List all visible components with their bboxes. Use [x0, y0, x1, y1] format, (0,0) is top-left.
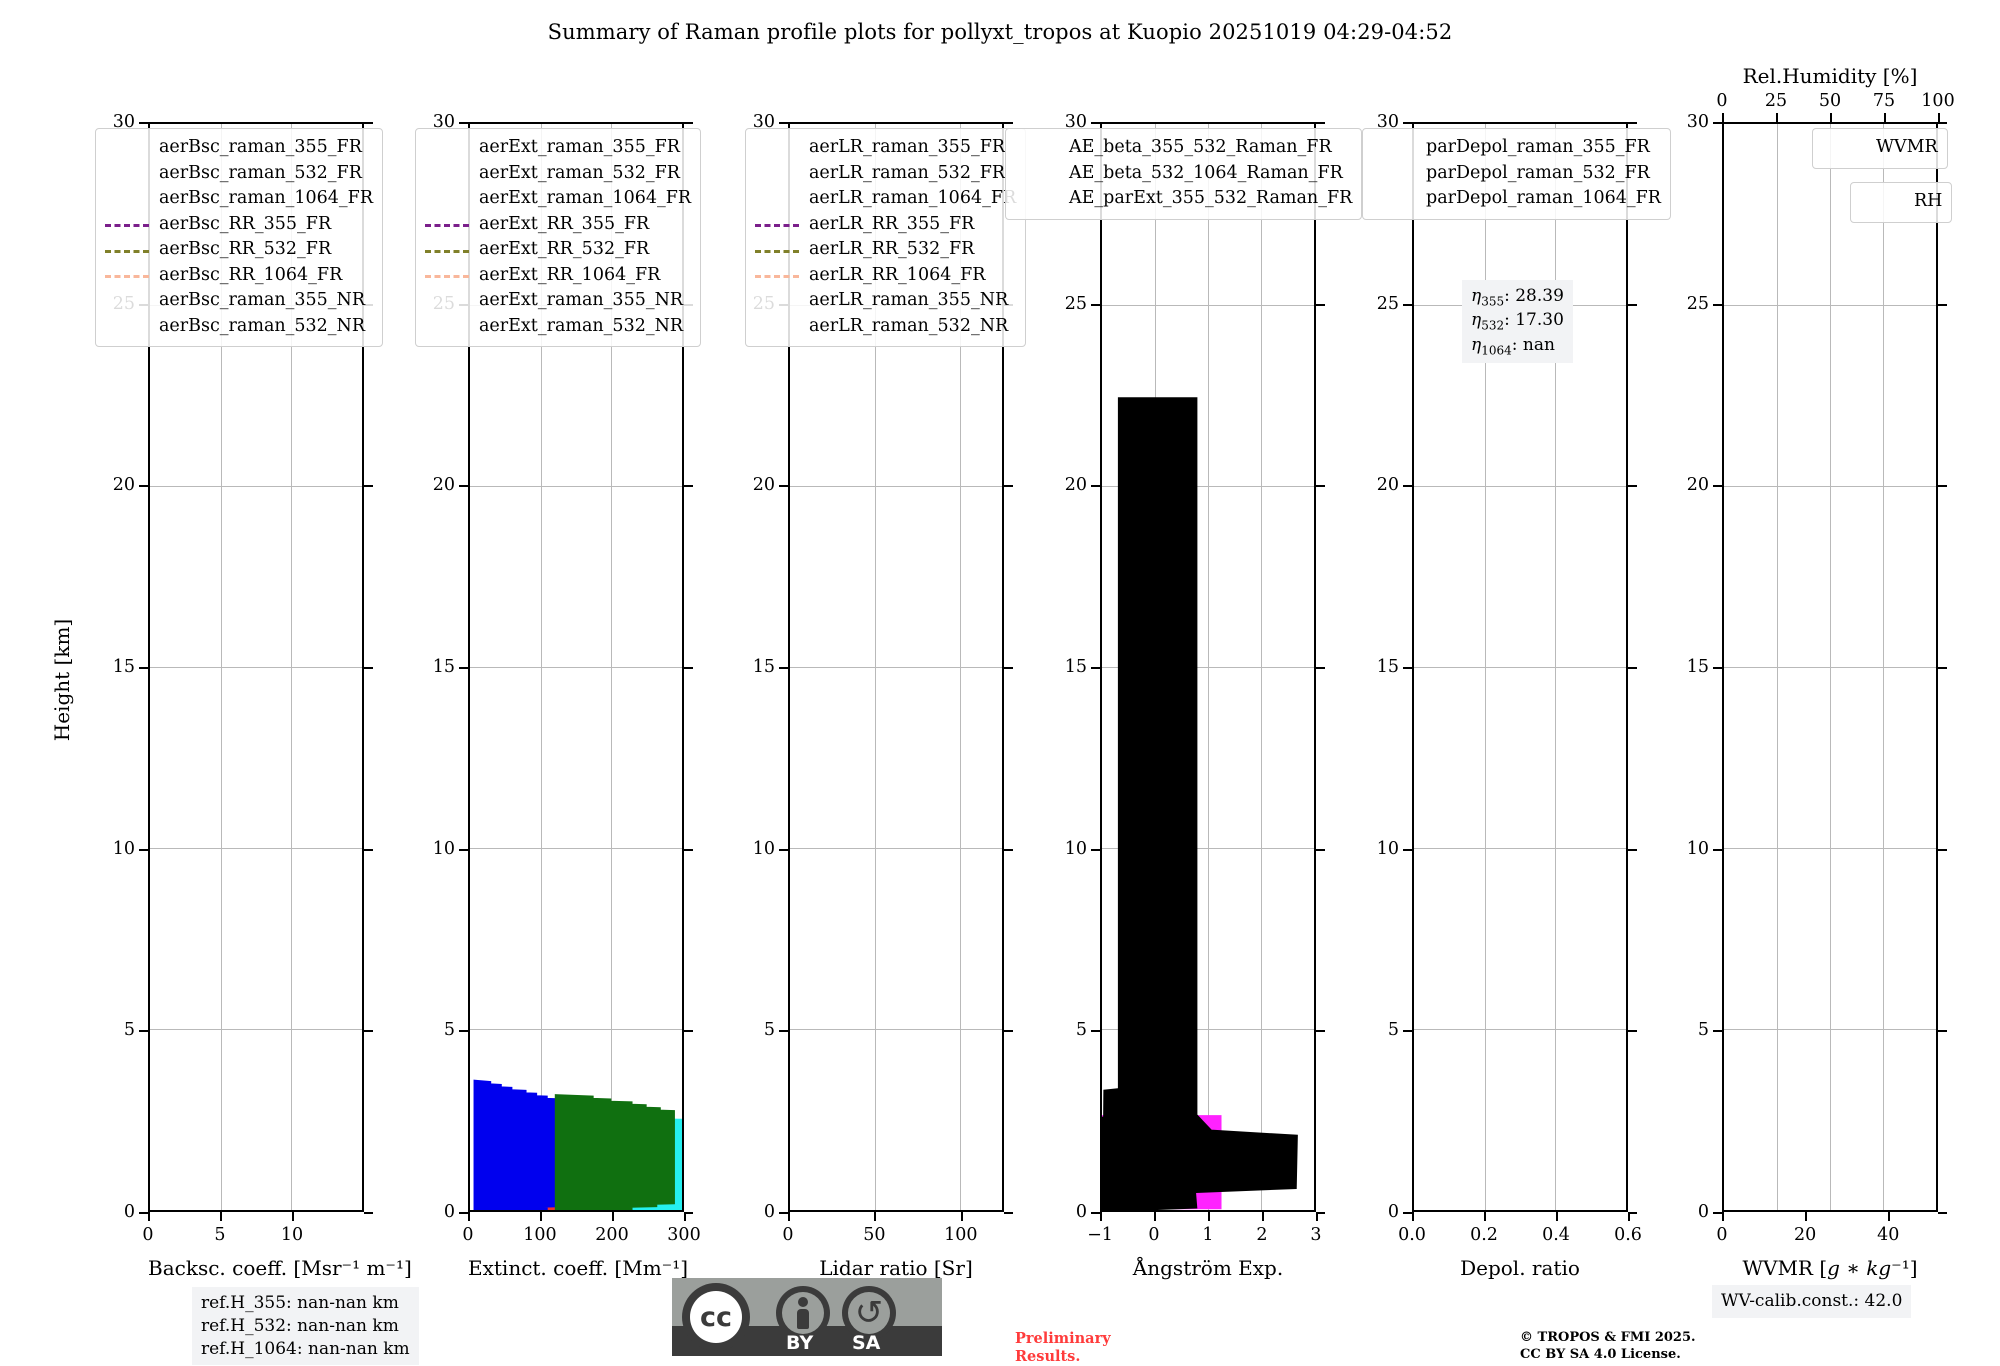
- panel-angstrom: 0 5 10 15 20 25 30 −1 0 1 2 3 Ångström: [1065, 112, 1325, 1280]
- wv-calib-text: WV-calib.const.: 42.0: [1721, 1291, 1903, 1311]
- legend-item[interactable]: aerLR_raman_355_FR: [809, 137, 1006, 157]
- legend-item[interactable]: aerExt_RR_355_FR: [425, 212, 691, 238]
- legend-item[interactable]: aerExt_raman_532_FR: [479, 162, 680, 183]
- x-axis-label-backscatter: Backsc. coeff. [Msr⁻¹ m⁻¹]: [148, 1256, 412, 1280]
- x-axis-label-angstrom: Ångström Exp.: [1132, 1256, 1284, 1280]
- extinction-series-plot: [473, 1079, 682, 1210]
- legend-item[interactable]: aerExt_raman_355_FR: [479, 137, 680, 157]
- plot-area-angstrom: [1100, 122, 1316, 1212]
- legend-item[interactable]: aerLR_raman_1064_FR: [809, 188, 1017, 208]
- ref-h-355: ref.H_355: nan-nan km: [201, 1293, 399, 1313]
- legend-item[interactable]: aerBsc_raman_532_NR: [159, 315, 366, 336]
- ref-h-1064: ref.H_1064: nan-nan km: [201, 1338, 410, 1359]
- x-axis-label-extinction: Extinct. coeff. [Mm⁻¹]: [468, 1256, 689, 1280]
- legend-item[interactable]: aerLR_RR_532_FR: [755, 237, 1016, 263]
- reference-height-box: ref.H_355: nan-nan km ref.H_532: nan-nan…: [192, 1287, 419, 1366]
- legend-item[interactable]: aerBsc_RR_1064_FR: [105, 263, 373, 289]
- legend-item[interactable]: parDepol_raman_355_FR: [1426, 137, 1650, 157]
- eta-1064-row: η1064: nan: [1471, 334, 1555, 358]
- preliminary-line-2: Results.: [1015, 1348, 1081, 1366]
- legend-item[interactable]: aerExt_RR_532_FR: [425, 237, 691, 263]
- legend-item[interactable]: aerLR_raman_532_FR: [809, 162, 1006, 183]
- legend-item[interactable]: aerExt_RR_1064_FR: [425, 263, 691, 289]
- cc-logo-text: cc: [690, 1291, 742, 1343]
- legend-angstrom[interactable]: AE_beta_355_532_Raman_FR AE_beta_532_106…: [1005, 128, 1363, 220]
- eta-value: nan: [1522, 334, 1555, 355]
- x-axis-label-depol-ratio: Depol. ratio: [1460, 1256, 1580, 1280]
- x-axis-label-wvmr: WVMR [𝑔 ∗ 𝑘𝑔⁻¹]: [1742, 1256, 1918, 1280]
- legend-item[interactable]: parDepol_raman_1064_FR: [1426, 188, 1661, 208]
- legend-item[interactable]: AE_beta_532_1064_Raman_FR: [1069, 162, 1343, 183]
- legend-wvmr[interactable]: WVMR: [1812, 128, 1948, 169]
- legend-item[interactable]: aerExt_raman_532_NR: [479, 315, 684, 336]
- legend-item[interactable]: RH: [1914, 191, 1943, 211]
- eta-annotation-box: η355: 28.39 η532: 17.30 η1064: nan: [1462, 280, 1573, 364]
- legend-item[interactable]: AE_parExt_355_532_Raman_FR: [1069, 188, 1353, 208]
- panel-wvmr-rh: 0 5 10 15 20 25 30 0 20 40 0 25: [1686, 64, 1955, 1280]
- x-axis-label-lidar-ratio: Lidar ratio [Sr]: [819, 1256, 973, 1280]
- copyright-line-1: © TROPOS & FMI 2025.: [1520, 1330, 1696, 1345]
- wv-calib-const-box: WV-calib.const.: 42.0: [1712, 1285, 1912, 1318]
- eta-value: 28.39: [1515, 286, 1564, 306]
- y-axis-title: Height [km]: [50, 618, 74, 742]
- preliminary-line-1: Preliminary: [1015, 1330, 1111, 1347]
- cc-logo-icon: cc: [682, 1283, 750, 1351]
- legend-item[interactable]: aerLR_raman_355_NR: [809, 290, 1009, 310]
- eta-532-row: η532: 17.30: [1471, 310, 1564, 333]
- top-axis-label-rh: Rel.Humidity [%]: [1742, 64, 1918, 88]
- legend-extinction[interactable]: aerExt_raman_355_FR aerExt_raman_532_FR …: [415, 128, 702, 347]
- eta-symbol: η: [1471, 334, 1482, 355]
- legend-item[interactable]: aerLR_RR_1064_FR: [755, 263, 1016, 289]
- attribution-person-icon: [776, 1286, 830, 1340]
- eta-subscript: 1064: [1481, 343, 1512, 358]
- angstrom-series-plot: [1102, 397, 1298, 1210]
- legend-backscatter[interactable]: aerBsc_raman_355_FR aerBsc_raman_532_FR …: [95, 128, 383, 347]
- page-title: Summary of Raman profile plots for polly…: [547, 20, 1453, 44]
- eta-symbol: η: [1471, 310, 1482, 331]
- legend-item[interactable]: aerBsc_raman_355_FR: [159, 137, 362, 157]
- preliminary-results-note: Preliminary Results.: [1015, 1330, 1111, 1366]
- legend-item[interactable]: aerBsc_raman_532_FR: [159, 162, 362, 183]
- legend-item[interactable]: parDepol_raman_532_FR: [1426, 162, 1650, 183]
- eta-subscript: 355: [1481, 294, 1505, 309]
- legend-rh[interactable]: RH: [1850, 182, 1953, 223]
- legend-item[interactable]: aerBsc_RR_355_FR: [105, 212, 373, 238]
- plot-area-wvmr-rh: [1722, 122, 1938, 1212]
- legend-depol-ratio[interactable]: parDepol_raman_355_FR parDepol_raman_532…: [1362, 128, 1671, 220]
- series-aerExt-raman-355-FR: [473, 1079, 587, 1210]
- creative-commons-badge: cc ↺ BY SA: [672, 1278, 942, 1356]
- legend-item[interactable]: aerLR_RR_355_FR: [755, 212, 1016, 238]
- legend-item[interactable]: aerBsc_raman_1064_FR: [159, 188, 373, 208]
- legend-item[interactable]: aerExt_raman_355_NR: [479, 290, 684, 310]
- legend-lidar-ratio[interactable]: aerLR_raman_355_FR aerLR_raman_532_FR ae…: [745, 128, 1027, 347]
- legend-item[interactable]: aerLR_raman_532_NR: [809, 315, 1009, 336]
- copyright-line-2: CC BY SA 4.0 License.: [1520, 1346, 1681, 1362]
- ref-h-532: ref.H_532: nan-nan km: [201, 1315, 399, 1336]
- eta-value: 17.30: [1515, 310, 1564, 331]
- badge-sa-label: SA: [852, 1332, 881, 1354]
- legend-item[interactable]: AE_beta_355_532_Raman_FR: [1069, 137, 1332, 157]
- eta-symbol: η: [1471, 286, 1482, 306]
- copyright-note: © TROPOS & FMI 2025. CC BY SA 4.0 Licens…: [1520, 1330, 1696, 1364]
- legend-item[interactable]: aerExt_raman_1064_FR: [479, 188, 692, 208]
- eta-355-row: η355: 28.39: [1471, 286, 1564, 309]
- eta-subscript: 532: [1481, 318, 1505, 333]
- series-aerExt-raman-532-FR: [554, 1094, 675, 1210]
- series-AE-parExt-355-532-Raman-FR: [1102, 397, 1298, 1210]
- badge-by-label: BY: [786, 1332, 814, 1354]
- legend-item[interactable]: aerBsc_raman_355_NR: [159, 290, 366, 310]
- legend-item[interactable]: aerBsc_RR_532_FR: [105, 237, 373, 263]
- share-alike-icon: ↺: [842, 1286, 896, 1340]
- legend-item[interactable]: WVMR: [1876, 137, 1938, 157]
